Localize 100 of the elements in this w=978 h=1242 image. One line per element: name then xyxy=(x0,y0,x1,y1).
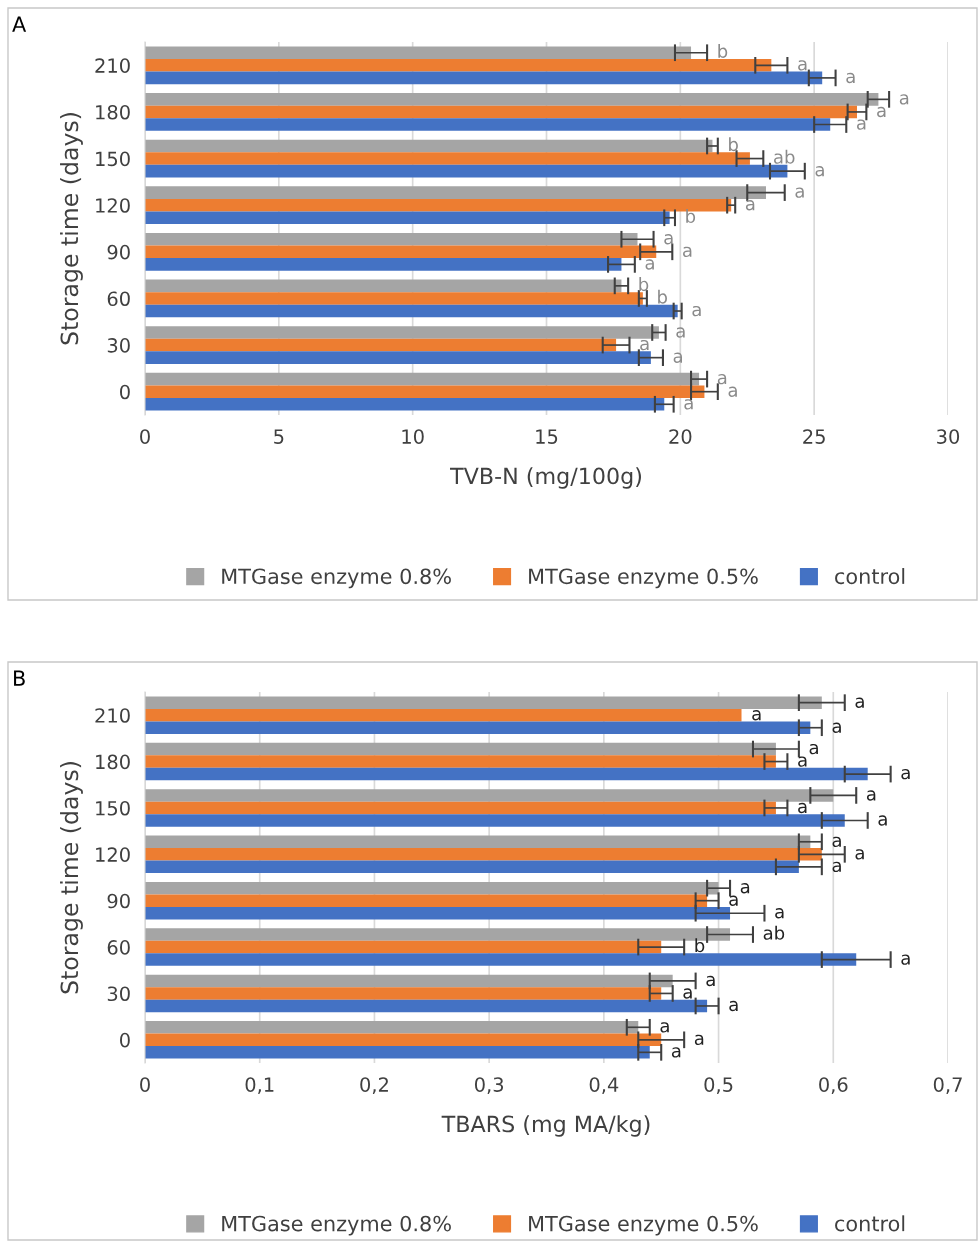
bar xyxy=(145,848,822,861)
bar xyxy=(145,118,831,131)
y-axis-title: Storage time (days) xyxy=(60,113,83,345)
y-tick-label: 120 xyxy=(96,847,130,862)
bar xyxy=(145,814,845,827)
x-tick-label: 0 xyxy=(140,429,150,444)
data-label: a xyxy=(846,72,855,84)
data-label: a xyxy=(901,954,910,965)
data-label: ab xyxy=(763,925,785,940)
x-tick-label: 5 xyxy=(274,429,284,444)
bar xyxy=(145,93,879,106)
data-label: b xyxy=(658,289,667,304)
data-label: a xyxy=(660,1022,669,1033)
bar xyxy=(145,881,719,895)
data-label: a xyxy=(706,975,715,987)
data-label: a xyxy=(832,836,841,848)
bar xyxy=(145,338,617,352)
data-label: a xyxy=(729,895,738,906)
bar xyxy=(145,742,776,756)
y-tick-label: 90 xyxy=(107,893,130,909)
data-label: a xyxy=(745,200,755,211)
data-label: a xyxy=(878,815,887,826)
y-tick-label: 90 xyxy=(107,244,130,260)
bar xyxy=(145,152,750,165)
data-label: a xyxy=(729,1000,738,1012)
bar xyxy=(145,232,638,246)
y-tick-label: 60 xyxy=(107,291,130,307)
bar xyxy=(145,211,670,225)
bar xyxy=(145,894,708,907)
bar xyxy=(145,385,705,398)
bar xyxy=(145,789,834,802)
bar xyxy=(145,351,651,364)
bar xyxy=(145,755,776,768)
x-tick-label: 0,7 xyxy=(933,1077,962,1094)
y-tick-label: 180 xyxy=(96,754,130,770)
y-tick-label: 120 xyxy=(96,198,130,213)
data-label: a xyxy=(866,790,876,801)
data-label: a xyxy=(717,373,727,385)
data-label: a xyxy=(877,106,886,118)
data-label: a xyxy=(676,327,685,338)
bar xyxy=(145,835,811,849)
x-tick-label: 30 xyxy=(937,429,960,444)
y-tick-label: 30 xyxy=(107,338,130,353)
x-tick-label: 25 xyxy=(803,429,825,444)
data-label: b xyxy=(686,209,696,224)
y-tick-label: 210 xyxy=(95,708,130,723)
legend-label: MTGase enzyme 0.8% xyxy=(222,1215,451,1236)
data-label: a xyxy=(832,722,841,733)
data-label: a xyxy=(857,119,866,130)
bar xyxy=(145,279,622,293)
bar xyxy=(145,953,857,966)
x-tick-label: 0 xyxy=(140,1077,150,1092)
data-label: a xyxy=(673,352,682,363)
data-label: a xyxy=(640,339,649,351)
text: A xyxy=(12,16,27,32)
data-label: a xyxy=(855,849,864,860)
bar xyxy=(145,860,799,874)
data-label: a xyxy=(815,166,824,177)
text: B xyxy=(14,670,25,686)
data-label: a xyxy=(694,1034,704,1046)
x-tick-label: 20 xyxy=(669,429,692,444)
bar xyxy=(145,906,731,920)
x-tick-label: 0,5 xyxy=(704,1077,733,1094)
data-label: a xyxy=(664,234,673,245)
x-axis-title: TVB-N (mg/100g) xyxy=(450,467,641,489)
bar xyxy=(145,139,713,153)
bar xyxy=(145,999,708,1013)
bar xyxy=(145,105,857,119)
data-label: a xyxy=(855,697,864,708)
y-axis-title: Storage time (days) xyxy=(60,762,83,994)
bar xyxy=(145,71,823,85)
x-tick-label: 0,6 xyxy=(819,1077,848,1094)
x-tick-label: 0,2 xyxy=(360,1077,388,1094)
data-label: a xyxy=(671,1047,681,1058)
legend-label: control xyxy=(835,1215,905,1232)
bar xyxy=(145,1033,662,1047)
data-label: b xyxy=(695,938,705,953)
bar xyxy=(145,767,868,781)
data-label: a xyxy=(832,861,841,873)
data-label: a xyxy=(798,60,807,71)
y-tick-label: 30 xyxy=(107,986,130,1002)
y-tick-label: 150 xyxy=(96,151,130,167)
data-label: a xyxy=(645,259,654,270)
data-label: a xyxy=(692,305,701,317)
data-label: a xyxy=(775,908,784,919)
data-label: a xyxy=(809,743,818,755)
data-label: a xyxy=(683,246,692,258)
y-tick-label: 180 xyxy=(96,104,130,120)
bar xyxy=(145,397,665,411)
data-label: a xyxy=(901,768,910,780)
x-axis-title: TBARS (mg MA/kg) xyxy=(441,1115,650,1137)
x-tick-label: 0,1 xyxy=(245,1077,274,1094)
bar xyxy=(145,292,643,305)
data-label: a xyxy=(683,988,692,999)
y-tick-label: 60 xyxy=(107,940,130,955)
bar xyxy=(145,245,657,259)
data-label: a xyxy=(798,756,807,767)
x-tick-label: 0,3 xyxy=(474,1077,504,1094)
bar xyxy=(145,696,822,709)
bar xyxy=(145,1021,639,1034)
